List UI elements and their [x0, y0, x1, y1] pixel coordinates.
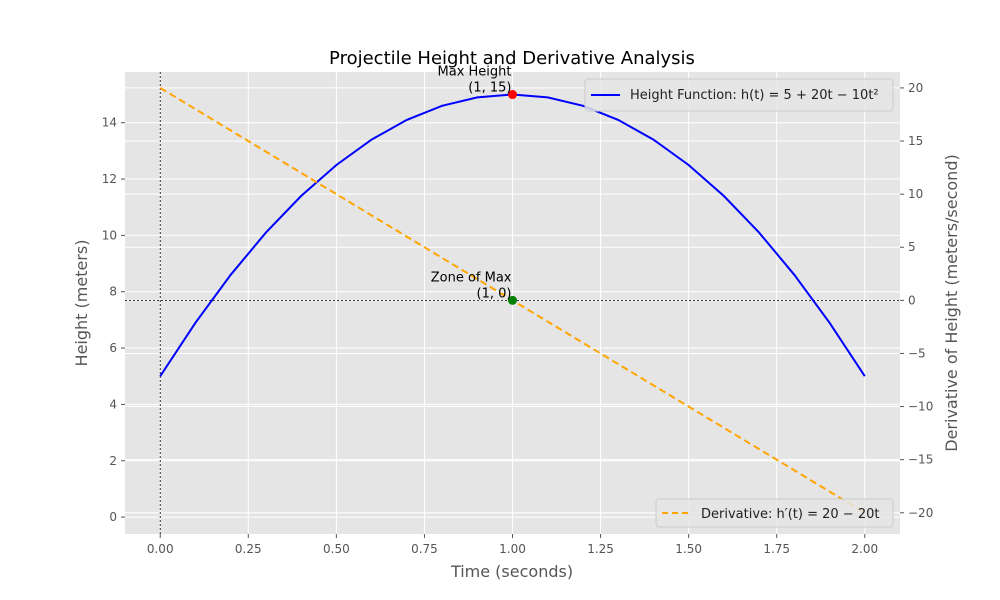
y-tick-label: 10: [102, 228, 117, 242]
y2-tick-label: −10: [908, 400, 933, 414]
reference-lines: [125, 72, 900, 534]
y2-tick-label: 5: [908, 240, 916, 254]
legend-derivative-box: [655, 498, 894, 528]
y2-tick-label: −15: [908, 453, 933, 467]
y-tick-label: 14: [102, 116, 117, 130]
x-tick-label: 0.25: [235, 542, 262, 556]
y-tick-label: 6: [109, 341, 117, 355]
x-axis-label: Time (seconds): [450, 562, 573, 581]
y-tick-label: 2: [109, 454, 117, 468]
annotation-labels: Max Height(1, 15) Zone of Max(1, 0): [431, 65, 512, 302]
y-tick-label: 4: [109, 397, 117, 411]
legend-height-label: Height Function: h(t) = 5 + 20t − 10t²: [630, 88, 879, 103]
x-tick-label: 0.50: [323, 542, 350, 556]
y-axis-ticks: 0 2 4 6 8 10 12 14: [102, 116, 125, 524]
y2-axis-label: Derivative of Height (meters/second): [942, 154, 961, 451]
max-height-label: Max Height: [438, 65, 512, 80]
x-tick-label: 0.75: [411, 542, 438, 556]
annotation-markers: [508, 90, 517, 305]
x-tick-label: 1.75: [763, 542, 790, 556]
y-tick-label: 12: [102, 172, 117, 186]
x-tick-label: 1.00: [499, 542, 526, 556]
y2-axis-ticks: −20 −15 −10 −5 0 5 10 15 20: [900, 81, 933, 520]
zone-of-max-label: Zone of Max: [431, 270, 512, 285]
y2-tick-label: 0: [908, 293, 916, 307]
chart-title: Projectile Height and Derivative Analysi…: [329, 48, 695, 69]
y-tick-label: 8: [109, 285, 117, 299]
x-tick-label: 1.25: [587, 542, 614, 556]
x-tick-label: 2.00: [851, 542, 878, 556]
y2-tick-label: 15: [908, 134, 923, 148]
max-height-coords: (1, 15): [468, 81, 511, 96]
legend-height-box: [584, 78, 894, 112]
legend-height: Height Function: h(t) = 5 + 20t − 10t²: [584, 78, 894, 112]
y-axis-label: Height (meters): [72, 240, 91, 367]
x-axis-ticks: 0.00 0.25 0.50 0.75 1.00 1.25 1.50 1.75 2.00: [147, 534, 878, 556]
y2-tick-label: 10: [908, 187, 923, 201]
x-tick-label: 0.00: [147, 542, 174, 556]
legend-derivative: Derivative: h′(t) = 20 − 20t: [655, 498, 894, 528]
y2-tick-label: 20: [908, 81, 923, 95]
y-tick-label: 0: [109, 510, 117, 524]
x-tick-label: 1.50: [675, 542, 702, 556]
zone-of-max-coords: (1, 0): [477, 286, 512, 301]
y2-tick-label: −5: [908, 346, 926, 360]
legend-derivative-label: Derivative: h′(t) = 20 − 20t: [701, 507, 879, 522]
y2-tick-label: −20: [908, 506, 933, 520]
max-height-point: [508, 90, 517, 100]
zone-of-max-point: [508, 295, 517, 305]
